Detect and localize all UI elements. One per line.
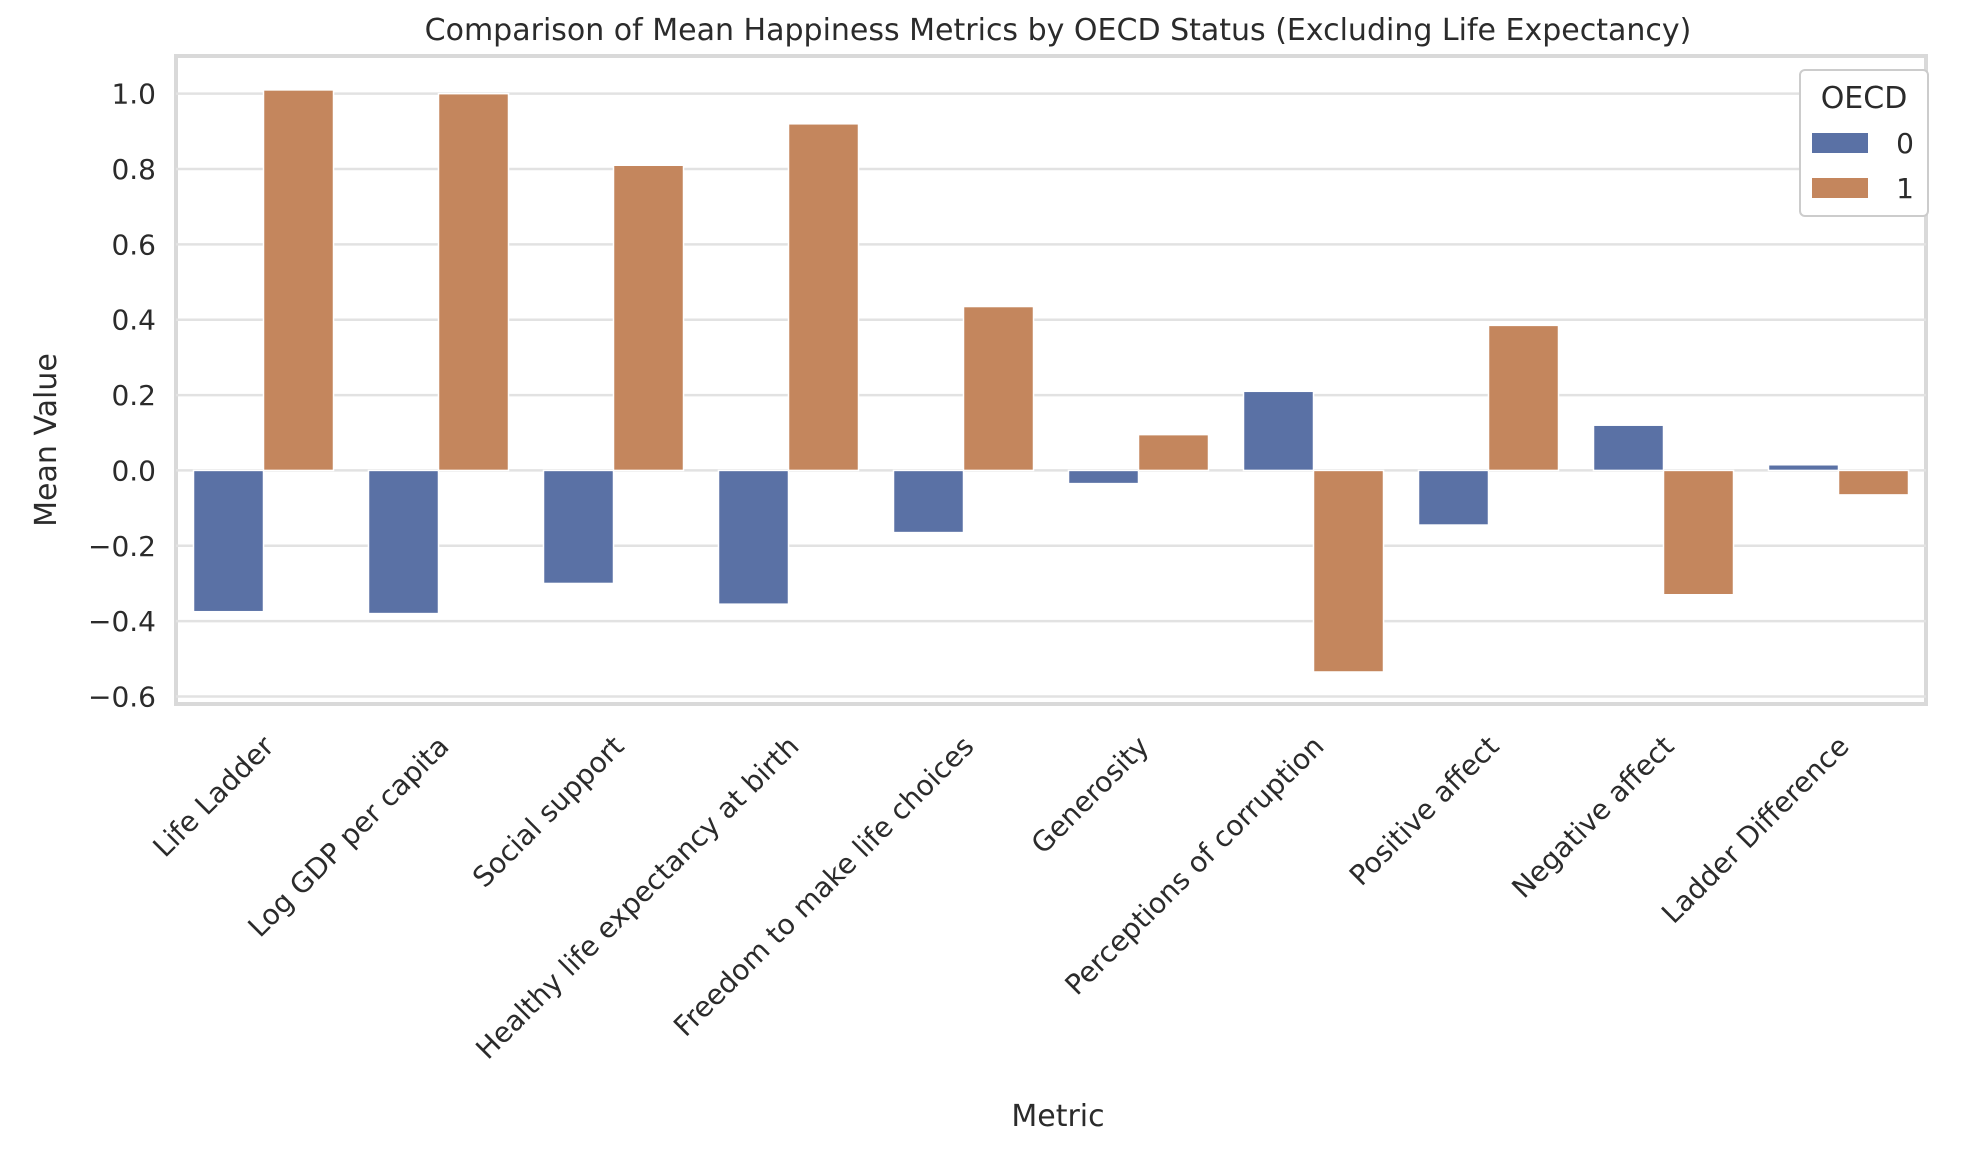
legend-items: 01 [1812,127,1914,205]
y-tick-label: −0.6 [88,680,156,713]
legend-title: OECD [1821,81,1908,116]
bar-oecd-1 [612,164,685,472]
bar-oecd-0 [367,469,440,615]
bar-oecd-0 [1417,469,1490,526]
legend-label: 0 [1896,127,1914,160]
bar-oecd-1 [787,123,860,472]
x-axis-label: Metric [1011,1099,1104,1134]
y-tick-label: 1.0 [111,78,156,111]
bar-oecd-0 [1767,464,1840,472]
bar-oecd-0 [192,469,265,613]
bars [192,89,1910,673]
legend-swatch-1 [1812,178,1868,198]
bar-oecd-1 [1137,433,1210,472]
bar-oecd-0 [1067,469,1140,485]
y-tick-label: 0.2 [111,379,156,412]
bar-oecd-1 [262,89,335,472]
y-tick-label: 0.4 [111,304,156,337]
y-tick-label: −0.2 [88,530,156,563]
y-tick-label: −0.4 [88,605,156,638]
legend-swatch-0 [1812,133,1868,153]
bar-oecd-0 [542,469,615,585]
y-axis-label: Mean Value [29,353,64,527]
y-tick-label: 0.8 [111,153,156,186]
legend-label: 1 [1896,172,1914,205]
y-tick-label: 0.0 [111,454,156,487]
bar-oecd-1 [1487,324,1560,472]
bar-oecd-1 [1312,469,1385,673]
bar-oecd-0 [1592,424,1665,472]
bar-oecd-0 [1242,390,1315,472]
plot-area [174,54,1928,706]
bar-oecd-1 [437,92,510,472]
bar-oecd-0 [892,469,965,534]
y-axis-ticks: −0.6 −0.4 −0.2 0.0 0.2 0.4 0.6 0.8 1.0 [88,78,156,714]
y-tick-label: 0.6 [111,228,156,261]
legend: OECD 01 [1799,69,1929,217]
chart-title: Comparison of Mean Happiness Metrics by … [425,13,1692,48]
bar-oecd-1 [962,305,1035,472]
bar-oecd-0 [717,469,790,605]
bar-oecd-1 [1837,469,1910,496]
bar-oecd-1 [1662,469,1735,596]
